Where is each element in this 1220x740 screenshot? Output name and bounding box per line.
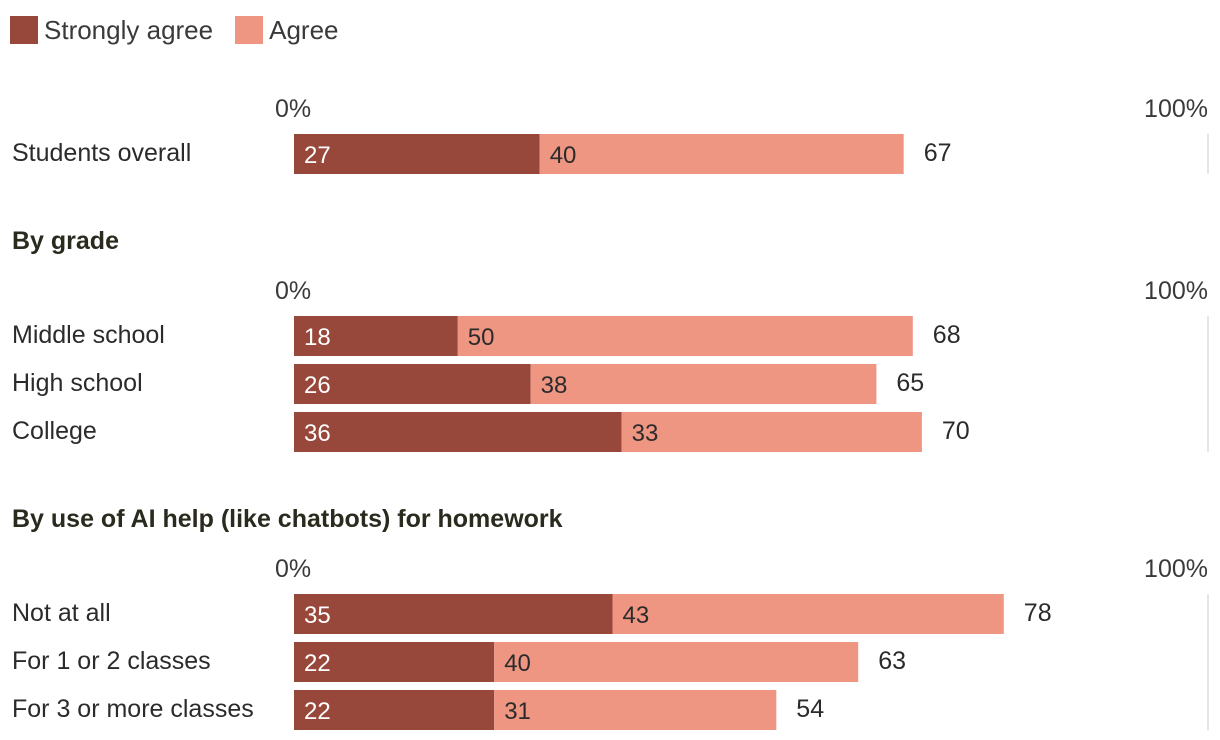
total-label: 67	[924, 139, 952, 167]
value-label-strongly-agree: 36	[304, 420, 331, 447]
row-label: Not at all	[12, 599, 111, 627]
bar-agree	[621, 412, 922, 452]
legend-item-strongly-agree: Strongly agree	[10, 15, 213, 46]
value-label-strongly-agree: 27	[304, 142, 331, 169]
row-label: For 3 or more classes	[12, 695, 254, 723]
value-label-strongly-agree: 22	[304, 650, 331, 677]
bar-agree	[539, 134, 904, 174]
legend-swatch-agree	[235, 16, 264, 44]
axis-label-min: 0%	[275, 555, 311, 583]
axis-label-max: 100%	[1144, 95, 1208, 123]
total-label: 54	[796, 695, 824, 723]
section-title: By grade	[12, 227, 119, 255]
total-label: 78	[1024, 599, 1052, 627]
value-label-agree: 38	[541, 372, 568, 399]
value-label-strongly-agree: 22	[304, 698, 331, 725]
bar-strongly-agree	[294, 364, 531, 404]
legend: Strongly agree Agree	[10, 14, 361, 46]
value-label-agree: 40	[550, 142, 577, 169]
bar-strongly-agree	[294, 690, 495, 730]
bar-agree	[457, 316, 913, 356]
legend-label-strongly-agree: Strongly agree	[44, 14, 214, 45]
value-label-agree: 31	[504, 698, 531, 725]
total-label: 70	[942, 417, 970, 445]
value-label-agree: 33	[632, 420, 659, 447]
bar-agree	[530, 364, 877, 404]
value-label-agree: 43	[623, 602, 650, 629]
row-label: Students overall	[12, 139, 191, 167]
bar-strongly-agree	[294, 412, 622, 452]
total-label: 68	[933, 321, 961, 349]
value-label-agree: 40	[504, 650, 531, 677]
bar-strongly-agree	[294, 134, 540, 174]
axis-label-max: 100%	[1144, 555, 1208, 583]
bar-agree	[612, 594, 1004, 634]
row-label: High school	[12, 369, 143, 397]
row-label: Middle school	[12, 321, 165, 349]
value-label-strongly-agree: 26	[304, 372, 331, 399]
axis-label-min: 0%	[275, 277, 311, 305]
total-label: 65	[896, 369, 924, 397]
value-label-strongly-agree: 35	[304, 602, 331, 629]
bar-agree	[494, 690, 777, 730]
axis-label-max: 100%	[1144, 277, 1208, 305]
legend-swatch-strongly-agree	[10, 16, 38, 44]
legend-item-agree: Agree	[235, 14, 339, 46]
value-label-agree: 50	[468, 324, 495, 351]
legend-label-agree: Agree	[269, 14, 339, 45]
total-label: 63	[878, 647, 906, 675]
axis-label-min: 0%	[275, 95, 311, 123]
row-label: College	[12, 417, 97, 445]
section-title: By use of AI help (like chatbots) for ho…	[12, 505, 563, 533]
bar-agree	[494, 642, 859, 682]
bar-strongly-agree	[294, 594, 613, 634]
bar-strongly-agree	[294, 642, 495, 682]
row-label: For 1 or 2 classes	[12, 647, 211, 675]
value-label-strongly-agree: 18	[304, 324, 331, 351]
bar-strongly-agree	[294, 316, 458, 356]
